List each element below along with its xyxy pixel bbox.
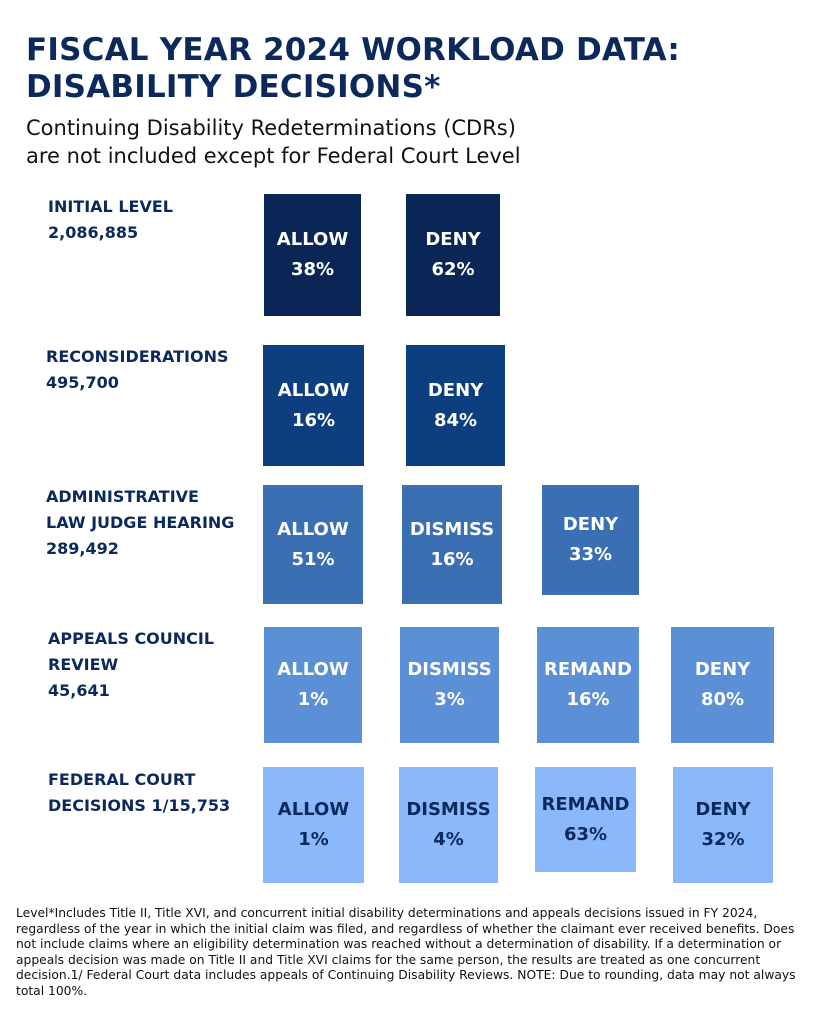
level-name-line-2: REVIEW xyxy=(48,655,119,674)
outcome-box-alj-deny: DENY 33% xyxy=(542,485,639,595)
level-name: RECONSIDERATIONS xyxy=(46,347,229,366)
level-name-line-1: ADMINISTRATIVE xyxy=(46,487,199,506)
subtitle-line-2: are not included except for Federal Cour… xyxy=(26,144,521,168)
page-subtitle: Continuing Disability Redeterminations (… xyxy=(26,114,806,170)
outcome-value: 38% xyxy=(290,259,335,280)
outcome-box-appeals-remand: REMAND 16% xyxy=(537,627,639,743)
outcome-value: 62% xyxy=(431,259,475,280)
outcome-label: DISMISS xyxy=(406,799,491,820)
outcome-box-initial-allow: ALLOW 38% xyxy=(264,194,361,316)
outcome-label: DENY xyxy=(694,659,751,680)
outcome-label: ALLOW xyxy=(277,799,350,820)
outcome-value: 4% xyxy=(433,829,464,850)
outcome-label: DENY xyxy=(425,229,481,250)
outcome-value: 80% xyxy=(700,689,745,710)
footnote: Level*Includes Title II, Title XVI, and … xyxy=(16,906,796,998)
outcome-box-appeals-allow: ALLOW 1% xyxy=(264,627,362,743)
outcome-value: 16% xyxy=(291,409,336,431)
outcome-value: 84% xyxy=(433,409,478,431)
outcome-box-initial-deny: DENY 62% xyxy=(406,194,500,316)
outcome-box-alj-dismiss: DISMISS 16% xyxy=(402,485,502,604)
level-label-initial: INITIAL LEVEL 2,086,885 xyxy=(48,194,173,246)
outcome-box-reconsiderations-deny: DENY 84% xyxy=(406,345,505,466)
outcome-label: ALLOW xyxy=(277,518,349,540)
outcome-label: REMAND xyxy=(541,793,630,815)
outcome-value: 16% xyxy=(430,548,474,570)
outcome-box-appeals-deny: DENY 80% xyxy=(671,627,774,743)
level-label-appeals-council: APPEALS COUNCIL REVIEW 45,641 xyxy=(48,626,214,704)
outcome-value: 1% xyxy=(298,829,329,850)
outcome-label: DENY xyxy=(562,514,619,535)
level-name: INITIAL LEVEL xyxy=(48,197,173,216)
level-count: 289,492 xyxy=(46,539,119,558)
outcome-value: 16% xyxy=(566,689,610,710)
outcome-label: DISMISS xyxy=(407,659,492,680)
outcome-box-federal-allow: ALLOW 1% xyxy=(263,767,364,883)
outcome-box-reconsiderations-allow: ALLOW 16% xyxy=(263,345,364,466)
level-name-line-2: DECISIONS 1/15,753 xyxy=(48,796,231,815)
outcome-label: ALLOW xyxy=(277,659,349,680)
level-count: 45,641 xyxy=(48,681,110,700)
outcome-box-appeals-dismiss: DISMISS 3% xyxy=(400,627,499,743)
outcome-label: ALLOW xyxy=(276,229,349,250)
level-count: 495,700 xyxy=(46,373,119,392)
page-title: FISCAL YEAR 2024 WORKLOAD DATA: DISABILI… xyxy=(26,32,806,106)
level-name-line-1: FEDERAL COURT xyxy=(48,770,196,789)
outcome-value: 1% xyxy=(297,689,329,710)
outcome-label: REMAND xyxy=(543,659,632,680)
outcome-value: 32% xyxy=(701,829,745,850)
title-line-1: FISCAL YEAR 2024 WORKLOAD DATA: xyxy=(26,32,681,68)
title-line-2: DISABILITY DECISIONS* xyxy=(26,69,441,105)
level-name-line-2: LAW JUDGE HEARING xyxy=(46,513,235,532)
outcome-value: 3% xyxy=(434,689,465,710)
level-label-reconsiderations: RECONSIDERATIONS 495,700 xyxy=(46,344,229,396)
outcome-box-federal-dismiss: DISMISS 4% xyxy=(399,767,498,883)
level-count: 2,086,885 xyxy=(48,223,139,242)
level-name-line-1: APPEALS COUNCIL xyxy=(48,629,215,648)
outcome-box-federal-remand: REMAND 63% xyxy=(535,767,636,872)
level-label-federal-court: FEDERAL COURT DECISIONS 1/15,753 xyxy=(48,767,230,819)
outcome-value: 33% xyxy=(568,544,613,565)
outcome-value: 51% xyxy=(291,548,335,570)
level-label-alj-hearing: ADMINISTRATIVE LAW JUDGE HEARING 289,492 xyxy=(46,484,234,562)
outcome-box-federal-deny: DENY 32% xyxy=(673,767,773,883)
outcome-label: DISMISS xyxy=(409,518,495,540)
outcome-box-alj-allow: ALLOW 51% xyxy=(263,485,363,604)
outcome-label: ALLOW xyxy=(277,379,350,401)
outcome-label: DENY xyxy=(695,799,751,820)
outcome-label: DENY xyxy=(427,379,484,401)
outcome-value: 63% xyxy=(563,823,608,845)
subtitle-line-1: Continuing Disability Redeterminations (… xyxy=(26,116,516,140)
